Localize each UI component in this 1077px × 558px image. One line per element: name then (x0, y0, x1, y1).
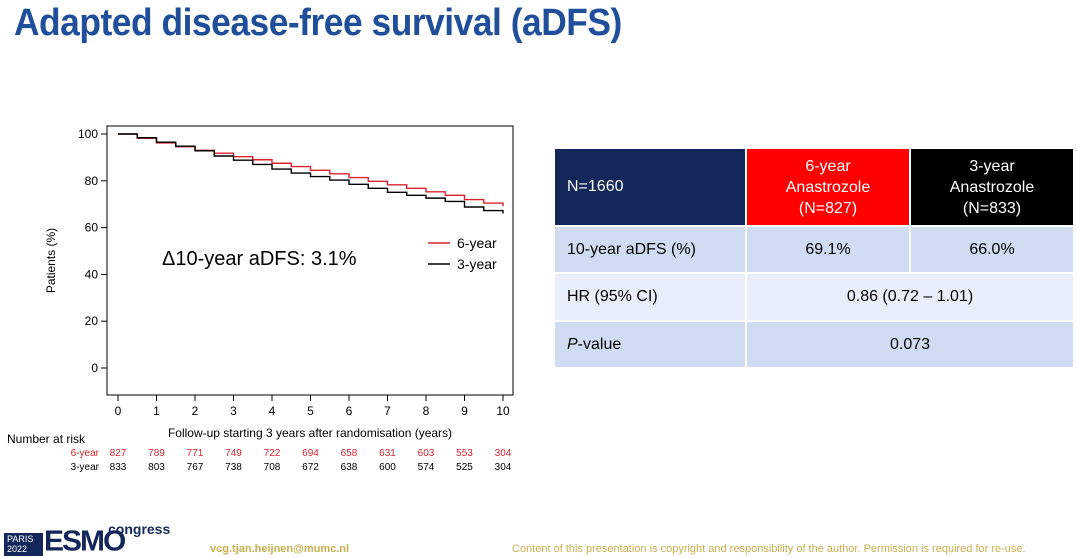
pvalue-label-rest: -value (577, 335, 622, 353)
x-tick-label: 3 (230, 404, 237, 418)
pvalue-value: 0.073 (745, 320, 1075, 369)
results-table: N=1660 6-year Anastrozole (N=827) 3-year… (553, 147, 1075, 369)
risk-value-3-year: 638 (341, 462, 358, 473)
risk-value-6-year: 722 (264, 448, 281, 459)
esmo-wordmark: ESMO (44, 525, 126, 558)
header-six-year: 6-year Anastrozole (N=827) (745, 147, 911, 227)
hr-label: HR (95% CI) (553, 272, 747, 322)
paris-line2: 2022 (7, 544, 28, 554)
congress-label: congress (108, 521, 171, 537)
risk-value-6-year: 771 (187, 448, 204, 459)
risk-row-label-6-year: 6-year (71, 448, 100, 459)
risk-value-6-year: 749 (225, 448, 242, 459)
risk-value-6-year: 553 (456, 448, 473, 459)
table-header-row: N=1660 6-year Anastrozole (N=827) 3-year… (553, 147, 1075, 227)
paris-badge: PARIS 2022 (4, 533, 43, 556)
y-tick-label: 60 (85, 221, 99, 235)
x-tick-label: 9 (461, 404, 468, 418)
number-at-risk-header: Number at risk (7, 432, 86, 446)
x-axis-label: Follow-up starting 3 years after randomi… (168, 426, 452, 440)
header-six-year-line1: 6-year (805, 157, 851, 175)
table-row-pvalue: P-value 0.073 (553, 320, 1075, 369)
risk-value-6-year: 631 (379, 448, 396, 459)
x-tick-label: 1 (153, 404, 160, 418)
risk-value-3-year: 738 (225, 462, 242, 473)
risk-value-3-year: 600 (379, 462, 396, 473)
x-tick-label: 8 (423, 404, 430, 418)
y-tick-label: 80 (85, 174, 99, 188)
x-tick-label: 6 (346, 404, 353, 418)
x-tick-label: 2 (192, 404, 199, 418)
risk-value-3-year: 574 (418, 462, 435, 473)
risk-value-3-year: 304 (495, 462, 512, 473)
risk-row-label-3-year: 3-year (71, 462, 100, 473)
y-tick-label: 100 (78, 127, 98, 141)
risk-value-3-year: 833 (110, 462, 127, 473)
header-three-year-line1: 3-year (969, 157, 1015, 175)
x-tick-label: 5 (307, 404, 314, 418)
risk-value-3-year: 767 (187, 462, 204, 473)
risk-value-6-year: 603 (418, 448, 435, 459)
adfs-three-year: 66.0% (909, 225, 1075, 274)
hr-value: 0.86 (0.72 – 1.01) (745, 272, 1075, 322)
pvalue-label-italic: P (567, 335, 578, 353)
risk-value-6-year: 827 (110, 448, 127, 459)
x-tick-label: 7 (384, 404, 391, 418)
risk-value-6-year: 304 (495, 448, 512, 459)
risk-value-6-year: 658 (341, 448, 358, 459)
header-three-year-line2: Anastrozole (949, 178, 1035, 196)
series-line-3-year (118, 133, 504, 214)
x-tick-label: 0 (115, 404, 122, 418)
header-n: N=1660 (553, 147, 747, 227)
risk-value-6-year: 694 (302, 448, 319, 459)
header-six-year-line3: (N=827) (798, 199, 858, 217)
x-tick-label: 4 (269, 404, 276, 418)
legend-label-6-year: 6-year (457, 235, 497, 251)
pvalue-label: P-value (553, 320, 747, 369)
paris-line1: PARIS (7, 534, 34, 544)
risk-value-3-year: 708 (264, 462, 281, 473)
legend-label-3-year: 3-year (457, 256, 497, 272)
slide-title: Adapted disease-free survival (aDFS) (14, 2, 622, 44)
header-six-year-line2: Anastrozole (785, 178, 871, 196)
header-three-year-line3: (N=833) (962, 199, 1022, 217)
header-three-year: 3-year Anastrozole (N=833) (909, 147, 1075, 227)
delta-annotation: Δ10-year aDFS: 3.1% (162, 248, 357, 270)
risk-value-3-year: 803 (148, 462, 165, 473)
copyright-notice: Content of this presentation is copyrigh… (512, 543, 1026, 555)
risk-value-6-year: 789 (148, 448, 165, 459)
adfs-six-year: 69.1% (745, 225, 911, 274)
risk-value-3-year: 672 (302, 462, 319, 473)
table-row-hr: HR (95% CI) 0.86 (0.72 – 1.01) (553, 272, 1075, 322)
adfs-label: 10-year aDFS (%) (553, 225, 747, 274)
author-email[interactable]: vcg.tjan.heijnen@mumc.nl (210, 543, 350, 555)
table-row-adfs: 10-year aDFS (%) 69.1% 66.0% (553, 225, 1075, 274)
x-tick-label: 10 (496, 404, 510, 418)
y-tick-label: 40 (85, 267, 99, 281)
risk-value-3-year: 525 (456, 462, 473, 473)
y-tick-label: 20 (85, 314, 99, 328)
y-tick-label: 0 (91, 361, 98, 375)
y-axis-label: Patients (%) (44, 228, 58, 293)
